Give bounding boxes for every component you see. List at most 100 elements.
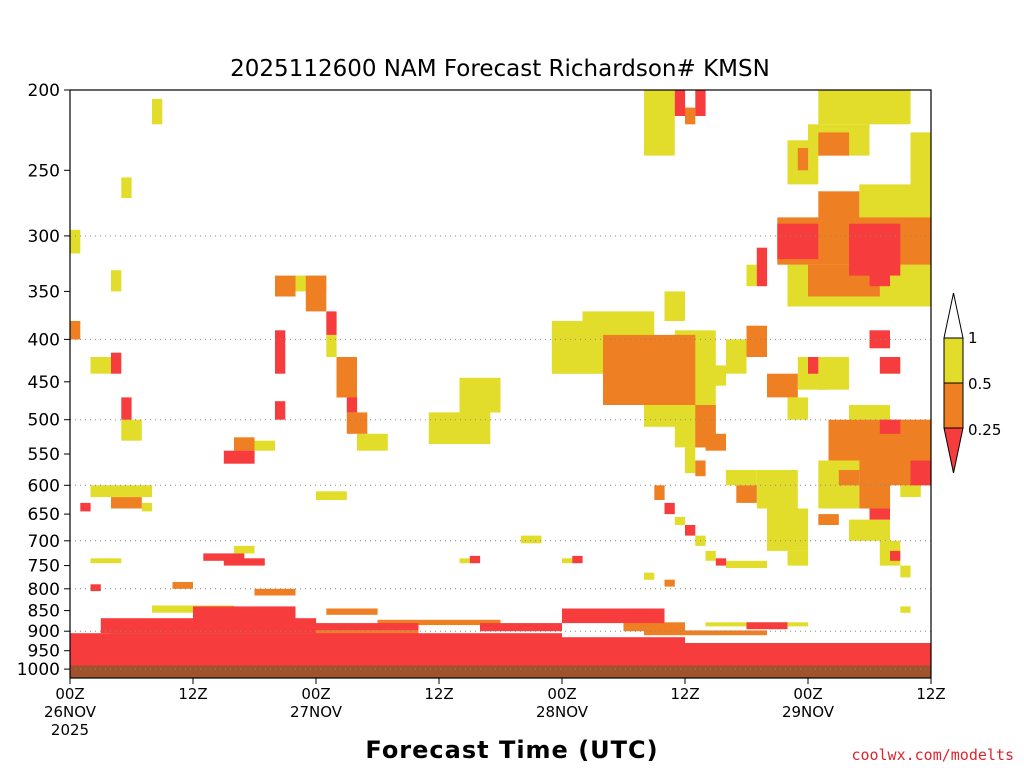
ri-cell-red bbox=[879, 357, 901, 374]
ri-cell-yellow bbox=[90, 485, 152, 498]
plot-frame bbox=[69, 89, 932, 679]
y-tick-label: 550 bbox=[28, 445, 60, 465]
x-tick-label: 2025 bbox=[51, 721, 89, 739]
ri-cell-yellow bbox=[726, 560, 767, 568]
ri-cell-red bbox=[879, 419, 901, 434]
ri-cell-red bbox=[756, 247, 768, 287]
y-tick-label: 400 bbox=[28, 330, 60, 350]
ri-cell-orange bbox=[644, 630, 767, 636]
ri-cell-yellow bbox=[900, 606, 911, 613]
ri-cell-red bbox=[869, 330, 890, 349]
ri-cell-yellow bbox=[674, 516, 686, 525]
ri-cell-yellow bbox=[726, 339, 747, 374]
ri-cell-red bbox=[90, 584, 101, 592]
ri-cell-yellow bbox=[70, 229, 81, 254]
ri-cell-red bbox=[80, 502, 91, 512]
y-tick-label: 600 bbox=[28, 476, 60, 496]
ri-cell-yellow bbox=[459, 558, 470, 564]
ri-cell-orange bbox=[377, 619, 501, 626]
ri-cell-yellow bbox=[818, 357, 850, 390]
ri-cell-orange bbox=[767, 373, 798, 398]
ri-cell-orange bbox=[818, 514, 839, 525]
ri-cell-yellow bbox=[910, 163, 931, 198]
ri-cell-orange bbox=[326, 608, 378, 615]
ri-cell-yellow bbox=[644, 90, 675, 156]
ri-cell-yellow bbox=[900, 485, 921, 498]
ri-cell-red bbox=[70, 643, 931, 666]
ri-cell-orange bbox=[705, 433, 726, 451]
ri-cell-orange bbox=[859, 460, 891, 509]
ri-cell-red bbox=[562, 608, 665, 624]
y-tick-label: 900 bbox=[28, 622, 60, 642]
x-tick-label: 12Z bbox=[670, 685, 699, 703]
x-tick-label: 00Z bbox=[301, 685, 330, 703]
x-tick-label: 00Z bbox=[55, 685, 84, 703]
y-tick-label: 450 bbox=[28, 373, 60, 393]
ri-cell-yellow bbox=[121, 419, 142, 441]
ri-cell-orange bbox=[818, 191, 860, 224]
ri-cell-yellow bbox=[459, 377, 501, 413]
ri-cell-yellow bbox=[121, 177, 132, 198]
ri-cell-orange bbox=[818, 132, 850, 156]
ri-cell-orange bbox=[685, 107, 696, 125]
ri-cell-yellow bbox=[582, 311, 655, 340]
ri-cell-yellow bbox=[152, 98, 163, 125]
ri-cell-red bbox=[869, 508, 890, 520]
ri-cell-red bbox=[70, 633, 562, 645]
ri-cell-yellow bbox=[787, 397, 808, 420]
ri-cell-red bbox=[910, 460, 931, 486]
ri-cell-orange bbox=[336, 357, 357, 398]
ri-cell-orange bbox=[275, 275, 296, 297]
colorbar-swatch-red bbox=[943, 427, 964, 474]
ri-cell-yellow bbox=[90, 357, 111, 374]
ri-cell-red bbox=[326, 311, 337, 335]
x-tick-label: 27NOV bbox=[290, 703, 343, 721]
ri-cell-red bbox=[121, 397, 132, 420]
ri-cell-yellow bbox=[316, 491, 347, 500]
colorbar-label: 1 bbox=[968, 329, 978, 347]
y-tick-label: 250 bbox=[28, 161, 60, 181]
ri-cell-red bbox=[777, 223, 819, 260]
ri-cell-orange bbox=[746, 325, 767, 357]
ri-cell-red bbox=[111, 352, 122, 374]
ri-cell-red bbox=[275, 401, 286, 420]
ri-cell-orange bbox=[111, 497, 142, 509]
ri-cell-red bbox=[316, 623, 419, 631]
ri-cell-orange bbox=[346, 412, 368, 434]
ri-cell-yellow bbox=[746, 264, 757, 287]
ri-cell-red bbox=[562, 637, 685, 647]
ri-cell-red bbox=[664, 502, 675, 515]
ri-cell-yellow bbox=[428, 412, 491, 444]
ri-cell-yellow bbox=[705, 550, 716, 561]
ri-cell-yellow bbox=[664, 291, 685, 321]
ri-cell-yellow bbox=[818, 90, 911, 125]
ri-cell-orange bbox=[654, 485, 665, 500]
ri-cell-red bbox=[100, 618, 317, 634]
x-tick-label: 29NOV bbox=[782, 703, 835, 721]
ri-cell-red bbox=[193, 606, 296, 619]
ri-cell-orange bbox=[254, 588, 296, 596]
x-tick-label: 12Z bbox=[916, 685, 945, 703]
ri-cell-red bbox=[890, 550, 901, 561]
ri-cell-orange bbox=[623, 622, 685, 632]
ri-cell-red bbox=[869, 264, 890, 287]
ri-cell-yellow bbox=[644, 572, 655, 580]
colorbar-label: 0.5 bbox=[968, 375, 992, 393]
colorbar-swatch-above-1 bbox=[943, 292, 964, 339]
ri-cell-yellow bbox=[644, 405, 685, 427]
ri-cell-yellow bbox=[562, 558, 573, 564]
ri-cell-orange bbox=[70, 321, 81, 340]
ri-cell-orange bbox=[695, 460, 706, 477]
ri-cell-orange bbox=[234, 437, 255, 451]
ri-cell-orange bbox=[838, 470, 860, 486]
y-tick-label: 350 bbox=[28, 282, 60, 302]
y-tick-label: 700 bbox=[28, 532, 60, 552]
colorbar-legend: 1 0.5 0.25 bbox=[943, 292, 1001, 474]
y-tick-label: 800 bbox=[28, 580, 60, 600]
ri-cell-yellow bbox=[787, 550, 808, 566]
x-tick-label: 12Z bbox=[178, 685, 207, 703]
ri-cell-yellow bbox=[910, 132, 931, 171]
y-axis: 200 250 300 350 400 450 500 550 600 650 700 750 8008… bbox=[17, 81, 70, 680]
ri-cell-orange bbox=[828, 419, 931, 461]
